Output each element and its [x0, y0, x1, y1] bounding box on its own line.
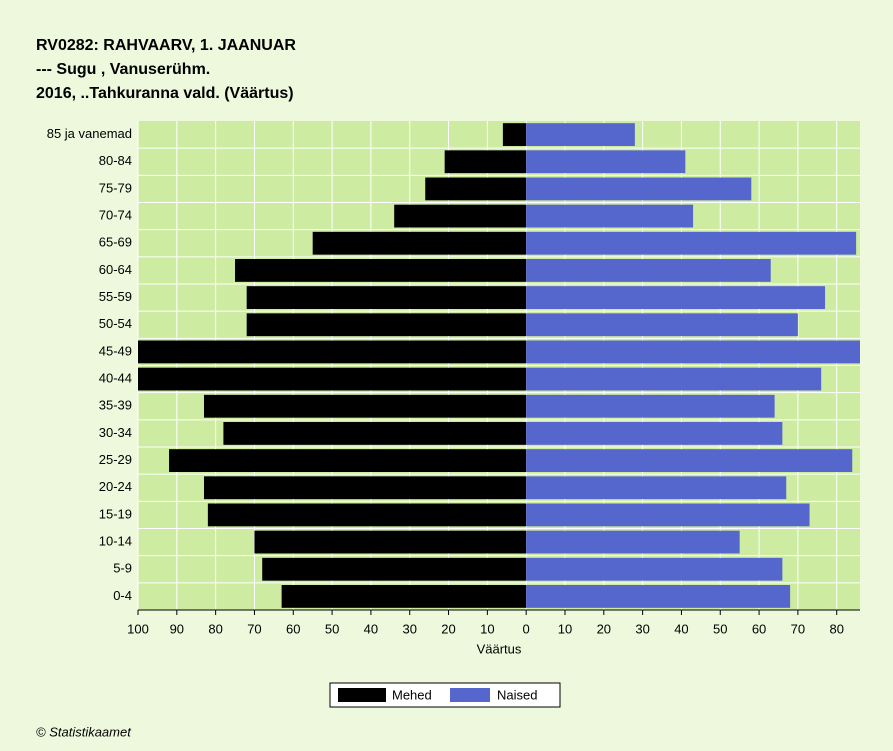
x-tick-label: 70 [247, 621, 261, 636]
y-tick-label: 25-29 [99, 452, 132, 467]
chart-subtitle: 2016, ..Tahkuranna vald. (Väärtus) [36, 85, 294, 102]
y-tick-label: 55-59 [99, 289, 132, 304]
bar [526, 204, 694, 228]
bar [526, 449, 853, 472]
x-tick-label: 70 [791, 621, 805, 636]
y-tick-label: 45-49 [99, 343, 132, 358]
x-tick-label: 60 [752, 621, 766, 636]
chart-title: RV0282: RAHVAARV, 1. JAANUAR [36, 37, 296, 54]
bar [526, 150, 686, 174]
bar [394, 204, 527, 228]
y-tick-label: 65-69 [99, 235, 132, 250]
bar [526, 476, 787, 500]
bar [223, 422, 527, 445]
y-tick-label: 5-9 [113, 561, 132, 576]
bar [502, 123, 527, 146]
x-tick-label: 10 [558, 621, 572, 636]
x-tick-label: 30 [402, 621, 416, 636]
bar [526, 123, 635, 146]
bar [169, 449, 527, 472]
x-tick-label: 20 [441, 621, 455, 636]
y-tick-label: 40-44 [99, 371, 132, 386]
bar [425, 177, 527, 201]
y-tick-label: 30-34 [99, 425, 132, 440]
bar [526, 177, 752, 201]
legend-swatch [338, 688, 386, 702]
x-tick-label: 40 [674, 621, 688, 636]
y-tick-label: 80-84 [99, 153, 132, 168]
legend-swatch [450, 688, 490, 702]
x-tick-label: 30 [635, 621, 649, 636]
bar [207, 503, 527, 527]
x-tick-label: 100 [127, 621, 149, 636]
bar [138, 367, 527, 391]
bar [526, 557, 783, 581]
x-axis-label: Väärtus [477, 641, 522, 656]
bar [526, 313, 798, 337]
bar [526, 286, 826, 309]
bar [312, 231, 527, 255]
x-tick-label: 40 [364, 621, 378, 636]
bar [138, 340, 527, 364]
bar [262, 557, 527, 581]
bar [526, 394, 775, 418]
bar [526, 503, 810, 527]
bar [246, 286, 527, 309]
y-tick-label: 15-19 [99, 506, 132, 521]
y-tick-label: 70-74 [99, 208, 132, 223]
bar [526, 231, 857, 255]
y-tick-label: 50-54 [99, 316, 132, 331]
y-tick-label: 75-79 [99, 180, 132, 195]
bar [254, 530, 527, 554]
x-tick-label: 80 [208, 621, 222, 636]
x-tick-label: 0 [523, 621, 530, 636]
x-tick-label: 60 [286, 621, 300, 636]
y-tick-label: 20-24 [99, 479, 132, 494]
y-tick-label: 10-14 [99, 534, 132, 549]
bar [203, 476, 527, 500]
legend-label: Naised [497, 687, 537, 702]
bar [526, 422, 783, 445]
y-tick-label: 0-4 [113, 588, 132, 603]
x-tick-label: 80 [829, 621, 843, 636]
chart-subtitle: --- Sugu , Vanuserühm. [36, 61, 210, 78]
bar [235, 259, 527, 282]
x-tick-label: 20 [597, 621, 611, 636]
x-tick-label: 10 [480, 621, 494, 636]
bar [526, 340, 860, 364]
legend-label: Mehed [392, 687, 432, 702]
bar [526, 585, 791, 608]
y-tick-label: 35-39 [99, 398, 132, 413]
bar [246, 313, 527, 337]
y-tick-label: 85 ja vanemad [47, 126, 132, 141]
y-tick-label: 60-64 [99, 262, 132, 277]
source: © Statistikaamet [36, 724, 132, 739]
bar [526, 259, 771, 282]
bar [281, 585, 527, 608]
x-tick-label: 50 [325, 621, 339, 636]
x-tick-label: 90 [170, 621, 184, 636]
bar [444, 150, 527, 174]
x-tick-label: 50 [713, 621, 727, 636]
bar [526, 367, 822, 391]
bar [203, 394, 527, 418]
bar [526, 530, 740, 554]
